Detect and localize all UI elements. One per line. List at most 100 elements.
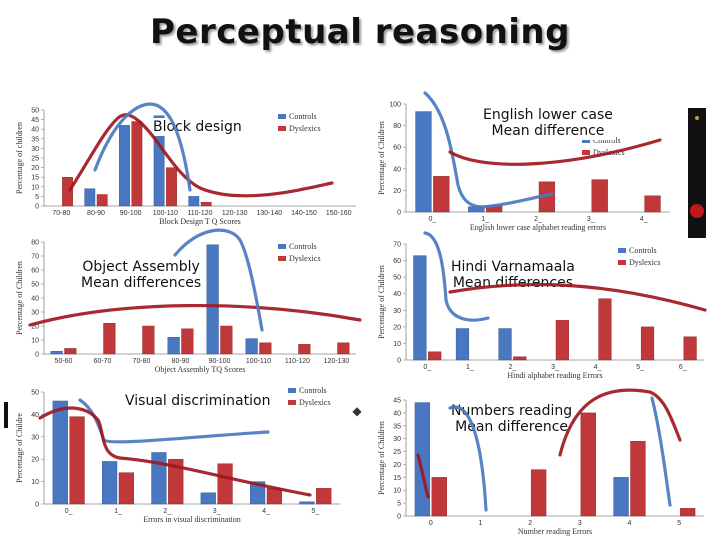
bar-dyslexics-2 (142, 325, 155, 355)
y-tick-label: 20 (31, 165, 39, 172)
y-tick-label: 15 (393, 475, 401, 482)
y-tick-label: 20 (31, 457, 39, 464)
bar-dyslexics-3 (181, 328, 194, 355)
bar-dyslexics-2 (530, 469, 547, 517)
legend-label-0: Controls (289, 242, 317, 251)
bar-controls-1 (455, 328, 470, 361)
y-tick-label: 5 (35, 194, 39, 201)
y-tick-label: 60 (31, 268, 39, 275)
bar-dyslexics-5 (316, 488, 332, 505)
legend-label-1: Dyslexics (289, 254, 321, 263)
legend-swatch-1 (582, 150, 590, 155)
x-tick-label: 150-160 (326, 210, 352, 217)
x-tick-label: 1_ (114, 508, 122, 515)
x-tick-label: 70-80 (133, 358, 151, 365)
y-tick-label: 30 (31, 434, 39, 441)
chart-svg-hindi: 0 10 20 30 40 50 60 70 Percentage of Children 0_ 1… (377, 242, 704, 380)
x-tick-label: 0_ (423, 364, 431, 371)
y-tick-label: 45 (393, 398, 401, 405)
y-tick-label: 30 (393, 436, 401, 443)
x-tick-label: 3_ (213, 508, 221, 515)
bar-dyslexics-5 (679, 508, 696, 517)
x-tick-label: 50-60 (55, 358, 73, 365)
x-axis-label: Number reading Errors (518, 527, 592, 536)
x-tick-label: 3_ (551, 364, 559, 371)
bar-dyslexics-6 (683, 336, 697, 361)
bar-dyslexics-0 (433, 176, 450, 213)
x-tick-label: 3 (578, 520, 582, 527)
y-axis-label: Percentage of Children (377, 421, 386, 495)
caption-line: Mean differences (452, 275, 573, 291)
y-tick-label: 40 (31, 412, 39, 419)
x-tick-label: 2_ (509, 364, 517, 371)
y-tick-label: 5 (397, 501, 401, 508)
bar-dyslexics-1 (96, 194, 108, 207)
y-tick-label: 30 (393, 308, 401, 315)
bar-controls-2 (498, 328, 512, 361)
bar-controls-4 (249, 481, 266, 505)
legend-swatch-1 (278, 256, 286, 261)
legend-swatch-1 (278, 126, 286, 131)
y-tick-label: 50 (31, 108, 39, 115)
x-tick-label: 70-80 (52, 210, 70, 217)
bar-controls-3 (167, 336, 180, 355)
y-tick-label: 45 (31, 117, 39, 124)
bar-dyslexics-1 (118, 472, 135, 505)
x-tick-label: 2 (528, 520, 532, 527)
x-tick-label: 90-100 (120, 210, 142, 217)
x-axis-label: Block Design T Q Scores (159, 217, 240, 226)
caption-line: Block design (153, 119, 242, 135)
x-tick-label: 140-150 (291, 210, 317, 217)
x-tick-label: 130-140 (256, 210, 282, 217)
y-axis-label: Percentage of Children (15, 261, 24, 335)
side-strip-dot (690, 204, 704, 218)
caption-block: Block design (150, 118, 245, 136)
bar-dyslexics-3 (591, 179, 608, 213)
y-axis-label: Percentage of Children (377, 121, 386, 195)
y-axis-label: Percentage of Childre (15, 413, 24, 483)
x-tick-label: 120-130 (222, 210, 248, 217)
bar-dyslexics-1 (103, 322, 116, 355)
legend-swatch-0 (288, 388, 296, 393)
bar-dyslexics-3 (580, 412, 596, 517)
y-tick-label: 15 (31, 175, 39, 182)
y-tick-label: 30 (31, 310, 39, 317)
y-tick-label: 0 (35, 502, 39, 509)
legend-label-1: Dyslexics (593, 148, 625, 157)
x-tick-label: 4_ (640, 216, 648, 223)
caption-line: Numbers reading (451, 403, 573, 419)
x-axis-label: English lower case alphabet reading erro… (470, 223, 606, 232)
x-tick-label: 100-110 (153, 210, 178, 217)
caption-line: Object Assembly (82, 259, 200, 275)
x-tick-label: 110-120 (187, 210, 212, 217)
bar-controls-1 (101, 461, 118, 505)
chart-svg-object: 0 10 20 30 40 50 60 70 80 Percentage of Children 5… (15, 240, 356, 374)
bar-controls-0 (50, 350, 63, 355)
x-tick-label: 5_ (636, 364, 644, 371)
legend-label-1: Dyslexics (629, 258, 661, 267)
y-tick-label: 60 (393, 258, 401, 265)
bar-controls-5 (245, 338, 258, 355)
legend-swatch-0 (278, 244, 286, 249)
y-tick-label: 100 (389, 102, 401, 109)
caption-line: Mean difference (491, 123, 605, 139)
left-edge-bar (4, 402, 8, 428)
legend-label-0: Controls (299, 386, 327, 395)
bar-dyslexics-2 (538, 181, 556, 213)
y-tick-label: 70 (393, 242, 401, 249)
x-tick-label: 4_ (262, 508, 270, 515)
bar-dyslexics-2 (513, 356, 527, 361)
y-tick-label: 50 (31, 390, 39, 397)
legend-swatch-0 (618, 248, 626, 253)
bar-dyslexics-7 (337, 342, 350, 355)
caption-line: Mean differences (81, 275, 202, 291)
x-tick-label: 2_ (534, 216, 542, 223)
bar-dyslexics-3 (166, 167, 177, 207)
chart-panel-hindi: 0 10 20 30 40 50 60 70 Percentage of Children 0_ 1… (372, 238, 714, 388)
bar-dyslexics-5 (640, 326, 655, 361)
legend-swatch-1 (618, 260, 626, 265)
x-tick-label: 2_ (163, 508, 171, 515)
y-axis-label: Percentage of children (15, 122, 24, 194)
bar-controls-5 (299, 501, 315, 505)
y-tick-label: 40 (393, 410, 401, 417)
